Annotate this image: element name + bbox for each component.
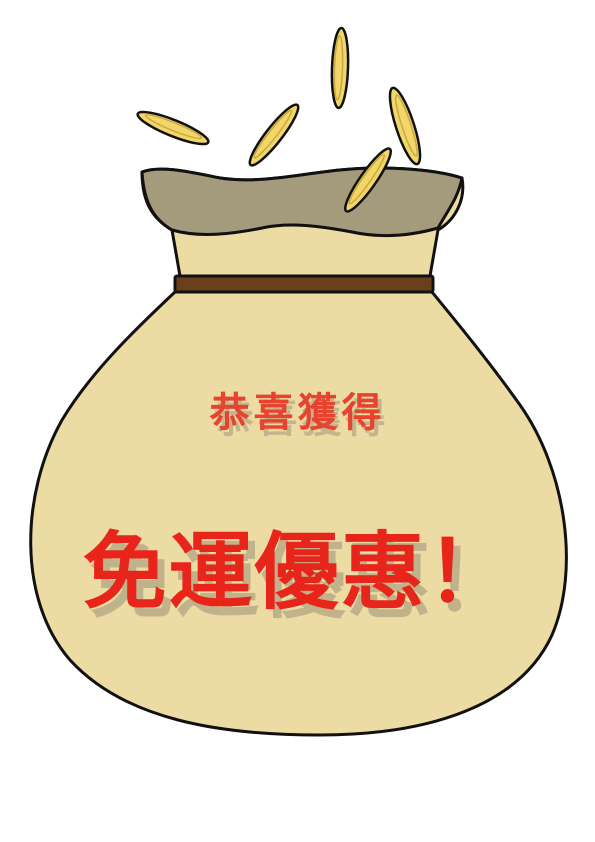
tie-band [173, 274, 435, 294]
promo-subtitle: 恭喜獲得 [209, 390, 386, 436]
coin-icon [343, 147, 393, 213]
promo-title: 免運優惠！ [82, 523, 513, 621]
coin-icon [136, 110, 210, 146]
coin-icon [330, 26, 350, 110]
coins [136, 26, 422, 213]
bag-opening [140, 166, 464, 237]
money-bag-icon [29, 290, 568, 737]
coin-icon [248, 103, 300, 167]
coin-icon [388, 86, 422, 166]
